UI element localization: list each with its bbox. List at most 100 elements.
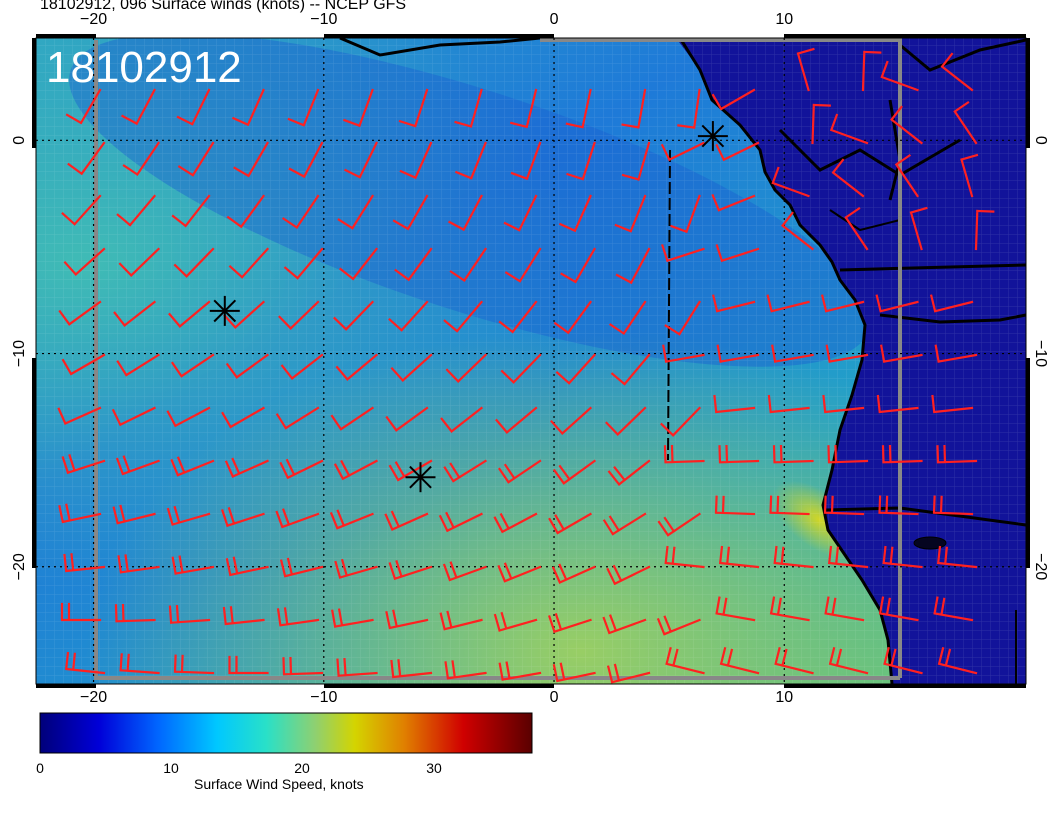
wind-barb bbox=[771, 166, 810, 198]
wind-barb bbox=[170, 353, 215, 378]
wind-barb bbox=[280, 353, 324, 380]
wind-barb bbox=[63, 553, 106, 573]
wind-barb bbox=[58, 503, 102, 524]
wind-barb bbox=[333, 459, 378, 481]
wind-barb bbox=[882, 545, 923, 569]
wind-barb bbox=[61, 194, 102, 226]
wind-barb bbox=[495, 406, 538, 434]
wind-barb bbox=[621, 141, 651, 181]
wind-barb bbox=[275, 508, 320, 529]
wind-barb bbox=[670, 194, 701, 234]
wind-barb bbox=[711, 88, 756, 111]
wind-barb bbox=[937, 646, 978, 675]
wind-barb bbox=[115, 455, 160, 476]
wind-barb bbox=[883, 646, 923, 675]
wind-barb bbox=[875, 294, 919, 313]
wind-barb bbox=[820, 294, 865, 313]
wind-barb bbox=[399, 141, 433, 180]
wind-barb bbox=[656, 615, 701, 636]
wind-barb bbox=[718, 444, 760, 464]
wind-barb bbox=[275, 406, 320, 430]
wind-barb bbox=[440, 406, 484, 433]
wind-barb bbox=[773, 545, 814, 569]
longitude-tick-label: 0 bbox=[550, 11, 559, 28]
wind-barb bbox=[771, 344, 814, 363]
wind-barb bbox=[338, 247, 379, 281]
wind-barb bbox=[118, 247, 161, 277]
wind-barb bbox=[940, 52, 974, 92]
axis-labels: −20 −20 −10 −10 0 0 10 10 0 0 −10 −10 −20 −20 bbox=[11, 11, 1049, 706]
wind-barb bbox=[497, 459, 542, 484]
wind-barb bbox=[500, 353, 542, 384]
map-stamp: 18102912 bbox=[46, 43, 242, 92]
wind-barb bbox=[828, 646, 869, 675]
wind-barb bbox=[825, 344, 869, 363]
wind-barb bbox=[661, 244, 705, 263]
wind-barb bbox=[932, 495, 974, 516]
wind-barb bbox=[336, 658, 378, 677]
wind-barb bbox=[664, 545, 705, 569]
wind-barb bbox=[929, 294, 974, 313]
wind-barb bbox=[65, 88, 102, 125]
wind-barb bbox=[493, 611, 538, 632]
lake bbox=[913, 536, 947, 550]
longitude-tick-label: 10 bbox=[775, 11, 793, 28]
wind-barb bbox=[279, 557, 324, 578]
wind-barb bbox=[334, 558, 378, 579]
longitude-tick-label: −20 bbox=[80, 11, 107, 28]
wind-barb bbox=[621, 88, 647, 129]
longitude-tick-label: 0 bbox=[550, 689, 559, 706]
wind-barb bbox=[662, 344, 705, 363]
colorbar-tick: 20 bbox=[294, 760, 310, 776]
longitude-tick-label: −20 bbox=[80, 689, 107, 706]
wind-barb bbox=[64, 651, 106, 675]
wind-barb bbox=[61, 353, 106, 376]
wind-barb bbox=[493, 512, 538, 534]
wind-barb bbox=[171, 194, 211, 228]
wind-barb bbox=[606, 564, 651, 586]
wind-barb bbox=[112, 504, 156, 525]
wind-barb bbox=[766, 294, 810, 313]
wind-barb bbox=[443, 300, 484, 333]
wind-barb bbox=[878, 495, 919, 516]
wind-barb bbox=[566, 141, 596, 181]
wind-barb bbox=[454, 88, 483, 128]
wind-barb bbox=[665, 646, 705, 675]
wind-barb bbox=[615, 247, 651, 285]
wind-barb bbox=[438, 511, 483, 533]
wind-barb bbox=[552, 459, 597, 485]
wind-barb bbox=[829, 113, 869, 145]
wind-barb bbox=[388, 560, 433, 581]
wind-barb bbox=[449, 247, 488, 283]
wind-barb bbox=[287, 88, 320, 127]
wind-barb bbox=[173, 247, 215, 278]
wind-barb bbox=[228, 247, 270, 279]
map-edge-bars bbox=[32, 34, 1030, 688]
wind-barb bbox=[894, 153, 920, 198]
position-markers bbox=[209, 121, 728, 493]
wind-barb bbox=[281, 194, 320, 230]
wind-barb bbox=[960, 153, 979, 198]
wind-barb bbox=[439, 610, 483, 631]
wind-barb bbox=[283, 247, 324, 280]
wind-barb bbox=[822, 394, 865, 414]
wind-barb bbox=[876, 394, 919, 414]
wind-barb bbox=[448, 194, 483, 232]
wind-barb bbox=[221, 406, 266, 429]
wind-barb bbox=[388, 300, 429, 332]
wind-barb bbox=[329, 509, 374, 530]
wind-barb bbox=[343, 88, 374, 128]
latitude-tick-label: −20 bbox=[11, 553, 28, 580]
wind-barb bbox=[170, 456, 215, 477]
wind-barb bbox=[974, 209, 995, 251]
wind-barb bbox=[385, 609, 429, 630]
wind-barb bbox=[660, 406, 702, 437]
wind-barb bbox=[605, 406, 647, 436]
wind-barb bbox=[781, 211, 815, 251]
wind-barb bbox=[443, 459, 488, 483]
wind-barb bbox=[931, 394, 974, 414]
wind-barb bbox=[63, 247, 106, 276]
wind-barb bbox=[231, 88, 265, 127]
colorbar-gradient bbox=[39, 712, 533, 754]
